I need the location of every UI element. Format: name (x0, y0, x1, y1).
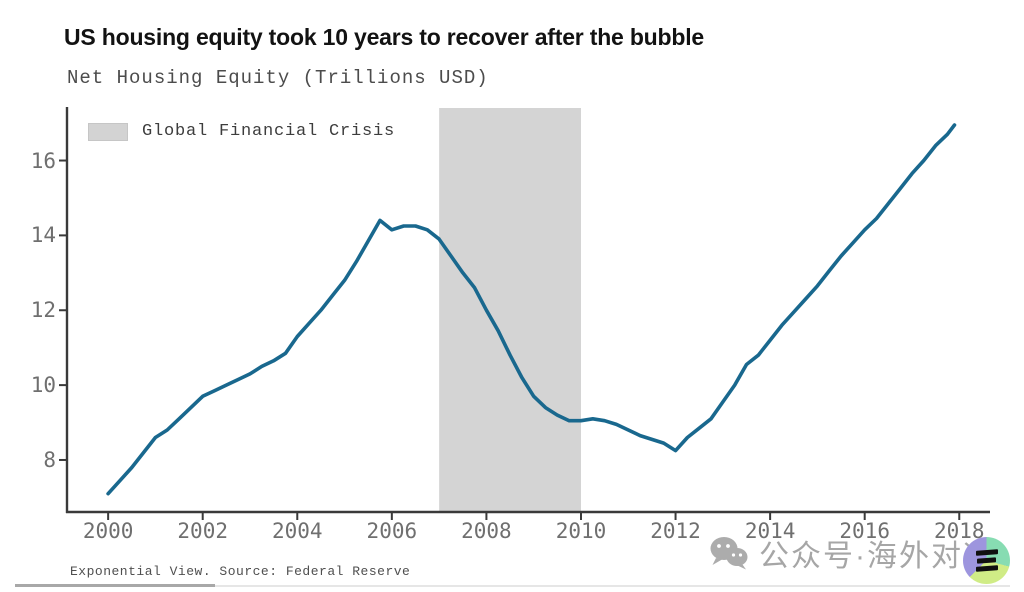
x-tick-label: 2002 (177, 519, 228, 543)
gfc-band (439, 108, 581, 511)
video-progress-track[interactable] (15, 585, 1010, 587)
chart-subtitle: Net Housing Equity (Trillions USD) (67, 67, 489, 89)
x-tick-label: 2014 (744, 519, 796, 543)
source-note: Exponential View. Source: Federal Reserv… (70, 564, 411, 579)
legend-swatch-gfc (88, 122, 128, 141)
x-tick-label: 2016 (839, 519, 890, 543)
video-progress-played (15, 584, 215, 587)
x-tick-label: 2006 (366, 519, 418, 543)
x-tick-label: 2004 (271, 519, 323, 543)
equity-line (106, 123, 957, 496)
watermark: 公众号·海外对冲 (708, 531, 995, 575)
x-tick-label: 2012 (650, 519, 701, 543)
y-tick-label: 12 (30, 298, 56, 323)
x-tick-label: 2008 (461, 519, 512, 543)
account-logo-badge (963, 537, 1010, 584)
legend: Global Financial Crisis (88, 122, 395, 141)
badge-bar-icon (975, 565, 998, 572)
watermark-text: 公众号·海外对冲 (759, 540, 995, 573)
badge-bar-icon (975, 549, 998, 556)
page-title: US housing equity took 10 years to recov… (64, 24, 705, 50)
legend-label-gfc: Global Financial Crisis (142, 122, 396, 141)
y-tick-label: 10 (30, 373, 56, 398)
x-tick-label: 2000 (82, 519, 134, 543)
x-tick-label: 2010 (555, 519, 607, 543)
y-tick-label: 16 (30, 148, 56, 173)
wechat-icon (710, 537, 748, 570)
y-tick-label: 14 (30, 223, 56, 248)
y-tick-label: 8 (43, 447, 56, 472)
badge-bar-icon (977, 557, 996, 564)
